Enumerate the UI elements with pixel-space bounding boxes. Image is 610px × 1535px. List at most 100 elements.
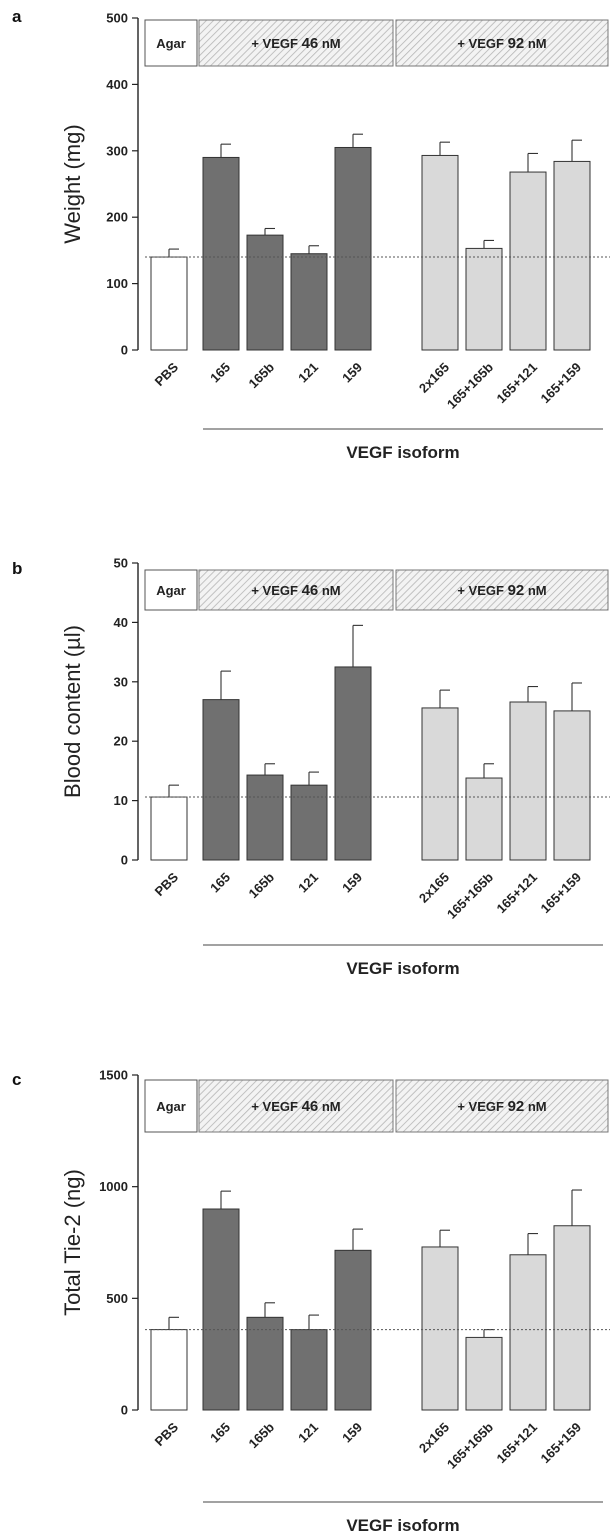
category-label: 159	[339, 870, 365, 896]
bar-165	[202, 156, 240, 351]
bar-165+159	[553, 1225, 591, 1411]
bar-165b	[246, 774, 284, 861]
y-tick-label: 1500	[99, 1068, 128, 1083]
bar-159	[334, 146, 372, 351]
y-tick-label: 100	[106, 276, 128, 291]
header-agar-box	[144, 19, 198, 67]
category-label: 165+121	[493, 870, 540, 917]
category-label: 2x165	[416, 870, 452, 906]
y-axis-label: Total Tie-2 (ng)	[60, 1169, 85, 1316]
category-label: 165+159	[537, 1420, 584, 1467]
category-label: PBS	[152, 359, 182, 389]
panel-c: c 0 500 1000 1500 Total Tie-2 (ng) Agar + VEGF …	[12, 1068, 610, 1535]
y-tick-label: 0	[121, 1403, 128, 1418]
y-tick-label: 500	[106, 11, 128, 26]
category-label: 165b	[246, 869, 278, 901]
x-axis-label: VEGF isoform	[346, 1516, 459, 1535]
header-agar-label: Agar	[156, 1099, 186, 1114]
category-label: 165	[207, 1420, 233, 1446]
category-label: 165b	[246, 359, 278, 391]
bar-121	[290, 253, 328, 351]
header-vegf92-label: + VEGF 92 nM	[457, 582, 546, 599]
header-vegf92-label: + VEGF 92 nM	[457, 1098, 546, 1115]
y-tick-label: 1000	[99, 1179, 128, 1194]
y-tick-label: 200	[106, 210, 128, 225]
header-vegf46-box	[198, 1079, 394, 1133]
header-agar-label: Agar	[156, 36, 186, 51]
y-tick-label: 30	[114, 674, 128, 689]
category-label: 165+159	[537, 360, 584, 407]
header-vegf46-label: + VEGF 46 nM	[251, 35, 340, 52]
header-vegf46-box	[198, 569, 394, 611]
bar-165+159	[553, 160, 591, 351]
category-label: 121	[295, 1420, 321, 1446]
category-label: 165+165b	[444, 1419, 496, 1471]
bar-165+121	[509, 171, 547, 351]
category-label: 165+165b	[444, 359, 496, 411]
y-tick-label: 0	[121, 853, 128, 868]
bar-165+165b	[465, 777, 503, 861]
header-vegf92-box	[395, 19, 609, 67]
category-label: 159	[339, 1420, 365, 1446]
bar-165+165b	[465, 1336, 503, 1411]
bar-165+165b	[465, 247, 503, 351]
bar-159	[334, 1249, 372, 1411]
category-label: 159	[339, 360, 365, 386]
y-axis-label: Weight (mg)	[60, 124, 85, 243]
category-label: 121	[295, 870, 321, 896]
bar-165+121	[509, 701, 547, 861]
category-label: 165+165b	[444, 869, 496, 921]
category-label: 2x165	[416, 360, 452, 396]
bar-121	[290, 784, 328, 861]
category-label: 165+121	[493, 1420, 540, 1467]
category-label: 165+159	[537, 870, 584, 917]
header-vegf46-label: + VEGF 46 nM	[251, 1098, 340, 1115]
panel-letter: a	[12, 7, 22, 26]
category-label: 121	[295, 360, 321, 386]
x-axis-label: VEGF isoform	[346, 959, 459, 978]
y-tick-label: 300	[106, 143, 128, 158]
header-vegf92-box	[395, 569, 609, 611]
panel-letter: b	[12, 559, 22, 578]
panel-b: b 0 10 20 30 40 50 Blood content (µl) Agar + VEGF…	[12, 556, 610, 978]
bar-2x165	[421, 154, 459, 351]
panel-letter: c	[12, 1070, 21, 1089]
category-label: 165	[207, 360, 233, 386]
bar-PBS	[150, 256, 188, 351]
header-agar-box	[144, 569, 198, 611]
bar-165	[202, 1208, 240, 1411]
category-label: 165b	[246, 1419, 278, 1451]
y-tick-label: 400	[106, 77, 128, 92]
y-tick-label: 40	[114, 615, 128, 630]
category-label: PBS	[152, 869, 182, 899]
bar-165+159	[553, 710, 591, 861]
category-label: 165	[207, 870, 233, 896]
bar-2x165	[421, 707, 459, 861]
bar-159	[334, 666, 372, 861]
bar-165	[202, 699, 240, 861]
bar-PBS	[150, 796, 188, 861]
x-axis-label: VEGF isoform	[346, 443, 459, 462]
category-label: PBS	[152, 1419, 182, 1449]
header-vegf92-label: + VEGF 92 nM	[457, 35, 546, 52]
category-label: 2x165	[416, 1420, 452, 1456]
header-vegf92-box	[395, 1079, 609, 1133]
y-tick-label: 10	[114, 793, 128, 808]
bar-121	[290, 1329, 328, 1411]
bar-PBS	[150, 1329, 188, 1411]
bar-2x165	[421, 1246, 459, 1411]
y-axis-label: Blood content (µl)	[60, 625, 85, 798]
header-vegf46-label: + VEGF 46 nM	[251, 582, 340, 599]
y-tick-label: 50	[114, 556, 128, 571]
y-tick-label: 500	[106, 1291, 128, 1306]
header-agar-box	[144, 1079, 198, 1133]
category-label: 165+121	[493, 360, 540, 407]
y-tick-label: 20	[114, 734, 128, 749]
y-tick-label: 0	[121, 343, 128, 358]
bar-165b	[246, 234, 284, 351]
bar-165b	[246, 1316, 284, 1411]
bar-165+121	[509, 1254, 547, 1411]
header-agar-label: Agar	[156, 583, 186, 598]
panel-a: a 0 100 200 300 400 500 Weight (mg) Agar + VEGF 4…	[12, 7, 610, 462]
